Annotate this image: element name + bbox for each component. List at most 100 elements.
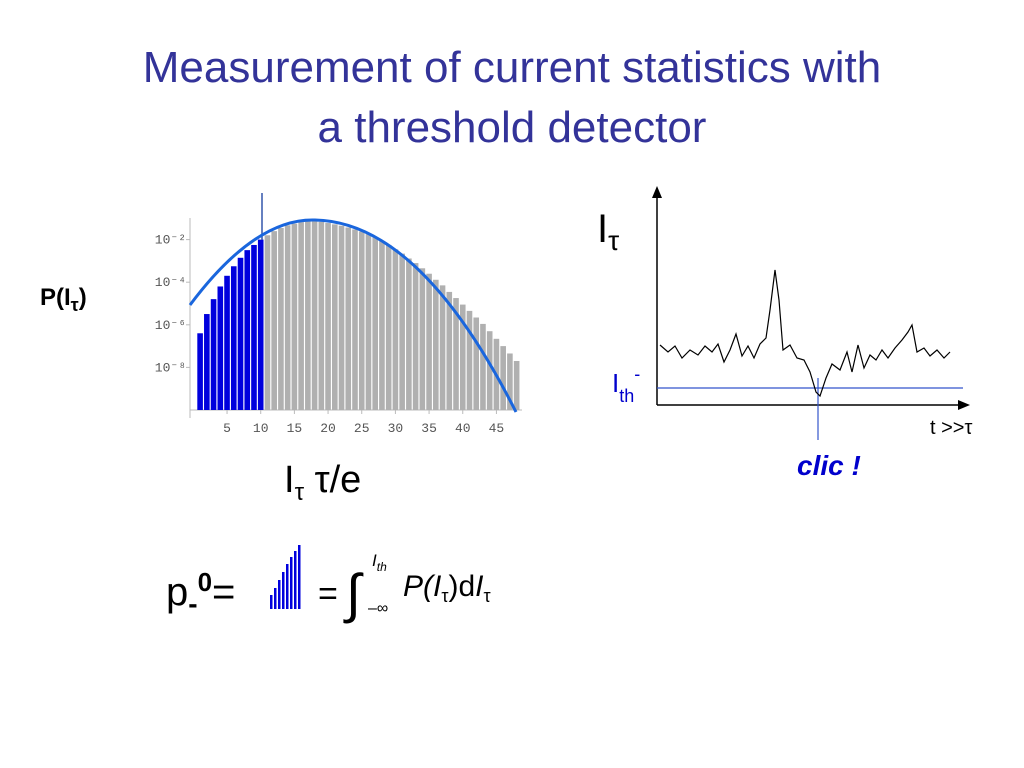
integral: ∫ <box>343 564 364 624</box>
bar <box>446 291 453 410</box>
bar <box>305 221 311 410</box>
bar <box>419 268 426 410</box>
y-tick-label: 10⁻⁴ <box>155 275 186 290</box>
trace-y-label-text: I <box>597 207 608 251</box>
bar <box>392 249 399 410</box>
threshold-label-sup: - <box>634 364 640 384</box>
x-label-sub: τ <box>295 479 305 506</box>
bar <box>358 231 365 410</box>
integrand: P(Iτ)dIτ <box>403 570 491 606</box>
x-tick-label: 35 <box>421 421 437 436</box>
bar <box>284 225 291 410</box>
bar <box>473 317 480 410</box>
arrow <box>958 400 970 410</box>
title-line: a threshold detector <box>318 103 707 152</box>
x-tick-label: 20 <box>320 421 336 436</box>
integrand-p: P( <box>403 570 436 603</box>
upper-sub: th <box>377 560 387 574</box>
y-label: P(Iτ) <box>40 284 87 315</box>
x-tick-label: 45 <box>489 421 505 436</box>
bar <box>264 235 271 410</box>
bars-icon <box>270 545 301 609</box>
bar <box>399 253 405 410</box>
bar <box>224 275 230 410</box>
bar <box>466 310 473 410</box>
histogram <box>197 221 520 410</box>
bar <box>338 225 345 410</box>
bar <box>486 331 493 410</box>
bar <box>365 234 372 410</box>
bar <box>480 323 486 410</box>
bar <box>278 228 284 410</box>
bar <box>204 314 210 410</box>
x-tick-label: 5 <box>223 421 231 436</box>
bar <box>507 353 513 410</box>
bar <box>426 273 432 410</box>
trace-y-label-sub: τ <box>608 225 619 256</box>
bar <box>251 244 257 410</box>
bar <box>291 223 298 410</box>
arrow <box>652 186 662 198</box>
dvar-sub: τ <box>484 586 491 606</box>
trace-y-label: Iτ <box>597 207 619 256</box>
bar <box>406 258 412 410</box>
annotation: clic ! <box>797 450 861 481</box>
bar <box>379 241 385 410</box>
bar <box>433 279 439 410</box>
x-tick-label: 25 <box>354 421 370 436</box>
x-tick-label: 40 <box>455 421 471 436</box>
x-label-rest: τ/e <box>304 459 361 501</box>
threshold-label: Ith- <box>612 364 640 406</box>
x-label-text: I <box>284 459 295 501</box>
bar <box>318 221 325 410</box>
y-label-sub: τ <box>71 295 79 315</box>
bar <box>352 229 358 410</box>
y-tick-label: 10⁻² <box>155 233 186 248</box>
bar <box>298 222 304 410</box>
bar <box>197 333 203 410</box>
bar <box>372 237 379 410</box>
y-label-text: P(I <box>40 284 71 311</box>
var: I <box>433 570 441 603</box>
bar <box>210 299 217 410</box>
lhs-sup: 0 <box>198 567 212 597</box>
bar <box>331 224 338 410</box>
bar <box>244 250 251 410</box>
bar <box>325 223 331 410</box>
bar <box>271 231 277 410</box>
equation-lhs: p-0= <box>166 567 235 619</box>
y-label-end: ) <box>79 284 87 311</box>
lhs-sub: - <box>188 588 197 619</box>
lhs: p <box>166 570 188 614</box>
bar <box>513 360 520 410</box>
var-sub: τ <box>441 586 448 606</box>
threshold-label-text: I <box>612 368 619 398</box>
fit-curve <box>188 218 518 413</box>
equals: = <box>318 575 338 613</box>
trace-x-label: t >>τ <box>930 417 972 439</box>
x-label: Iτ τ/e <box>284 459 361 506</box>
bar <box>257 239 264 410</box>
bar <box>230 266 237 410</box>
bar <box>311 221 318 410</box>
bar <box>500 346 506 410</box>
bar <box>453 298 459 410</box>
bar <box>217 286 224 410</box>
bar <box>459 304 466 410</box>
upper: I <box>372 551 377 570</box>
upper-limit: Ith <box>372 551 387 574</box>
y-tick-label: 10⁻⁸ <box>155 360 186 375</box>
title-line: Measurement of current statistics with <box>143 43 881 92</box>
x-tick-label: 30 <box>388 421 404 436</box>
bar <box>237 257 244 410</box>
current-trace <box>659 269 951 398</box>
dvar: I <box>475 570 483 603</box>
x-tick-label: 15 <box>287 421 303 436</box>
bar <box>439 285 446 410</box>
equals: = <box>212 570 235 614</box>
y-tick-label: 10⁻⁶ <box>155 318 186 333</box>
bar <box>345 227 352 410</box>
close: )d <box>448 570 475 603</box>
